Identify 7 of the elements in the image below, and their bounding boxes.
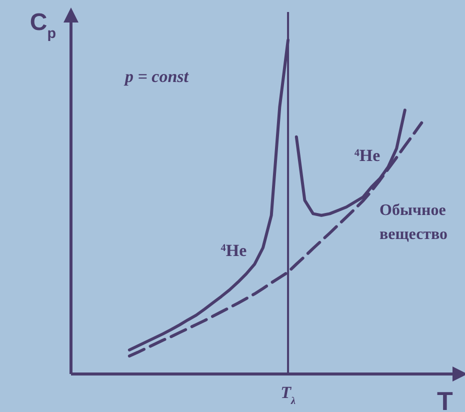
series-label: Обычное вещество (380, 202, 448, 243)
annotation: p = const (123, 67, 190, 86)
series-label: $^{4}$He (220, 241, 248, 260)
y-axis-title: C$_{p}$ (30, 9, 56, 42)
series-label: $^{4}$He (354, 146, 381, 165)
x-axis-title: T (437, 386, 454, 412)
text: T$_{λ}$ (280, 383, 296, 406)
